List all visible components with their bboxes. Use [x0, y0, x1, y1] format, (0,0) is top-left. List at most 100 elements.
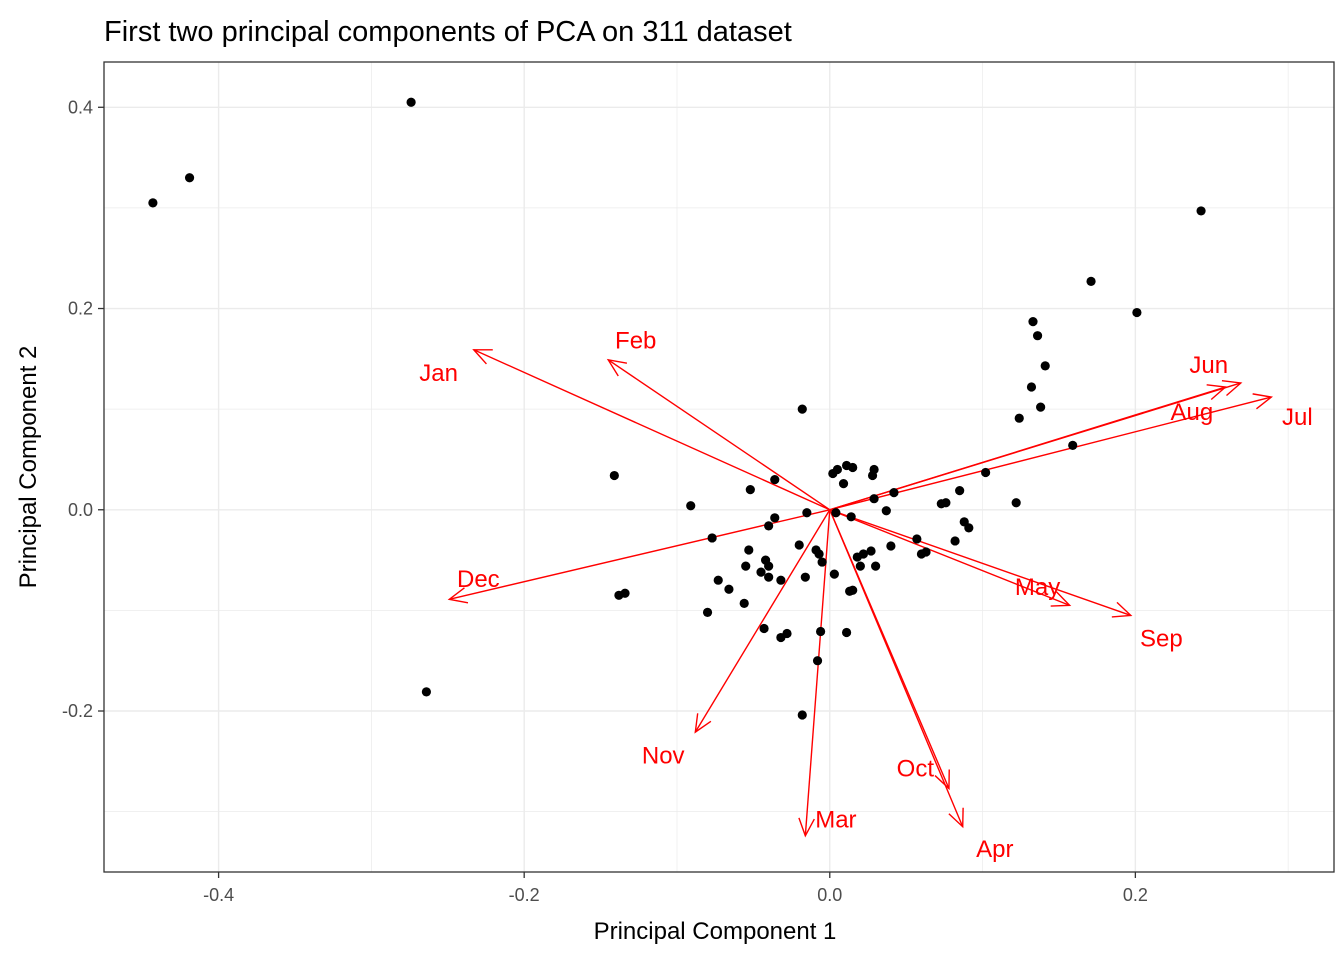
arrowhead-oct	[934, 769, 950, 791]
data-point	[1028, 317, 1038, 327]
vector-label-nov: Nov	[642, 742, 685, 769]
data-point	[744, 545, 754, 555]
data-point	[794, 540, 804, 550]
arrowhead-apr	[948, 807, 964, 829]
vector-label-apr: Apr	[976, 836, 1013, 863]
vector-label-sep: Sep	[1140, 626, 1183, 653]
data-point	[759, 623, 769, 634]
arrowhead-jun	[1221, 380, 1243, 397]
arrowhead-mar	[798, 817, 815, 838]
data-point	[756, 567, 766, 577]
loading-arrow-jun	[829, 382, 1242, 511]
data-point	[1032, 331, 1043, 341]
data-point	[845, 586, 855, 596]
data-point	[838, 479, 849, 489]
arrowhead-nov	[694, 713, 712, 734]
data-point	[816, 626, 826, 637]
data-point	[921, 547, 931, 557]
data-point	[858, 549, 868, 559]
vector-label-jan: Jan	[419, 360, 458, 387]
data-point	[739, 598, 749, 608]
data-point	[1036, 402, 1046, 412]
vector-label-may: May	[1015, 574, 1060, 601]
loading-arrow-feb	[607, 359, 831, 511]
data-point	[1040, 361, 1050, 371]
data-point	[770, 474, 780, 485]
data-point	[869, 494, 879, 504]
x-tick-label: -0.4	[203, 885, 234, 905]
grid	[104, 62, 1334, 872]
data-point	[745, 485, 755, 495]
y-tick-label: 0.4	[68, 97, 93, 117]
vector-label-oct: Oct	[897, 755, 935, 782]
vector-label-mar: Mar	[815, 807, 856, 834]
data-point	[1026, 382, 1037, 392]
vector-label-jun: Jun	[1189, 352, 1228, 379]
data-point	[831, 508, 841, 518]
x-tick-label: 0.2	[1123, 885, 1148, 905]
data-point	[881, 506, 891, 516]
data-point	[741, 561, 751, 571]
x-axis-title: Principal Component 1	[594, 918, 837, 945]
data-point	[782, 628, 792, 639]
vector-labels: Jan Feb Dec Nov Mar Apr Oct May Sep Aug Jun Jul	[419, 328, 1312, 863]
data-point	[848, 462, 858, 473]
data-point	[829, 569, 839, 579]
data-point	[770, 513, 780, 523]
data-point	[609, 470, 619, 481]
vector-label-aug: Aug	[1171, 399, 1214, 426]
data-point	[148, 198, 158, 208]
data-point	[802, 508, 812, 518]
arrowhead-dec	[447, 587, 469, 604]
y-tick-label: -0.2	[62, 701, 93, 721]
data-point	[686, 501, 696, 511]
data-point	[869, 464, 879, 475]
data-point	[406, 97, 416, 107]
data-point	[1196, 206, 1206, 216]
data-point	[764, 572, 774, 582]
data-point	[832, 464, 843, 475]
y-axis-title: Principal Component 2	[15, 346, 42, 589]
y-tick-label: 0.2	[68, 299, 93, 319]
data-point	[707, 533, 717, 543]
arrowhead-sep	[1111, 601, 1133, 618]
data-point	[764, 561, 774, 571]
loading-arrow-oct	[829, 509, 950, 789]
loading-arrow-sep	[829, 509, 1132, 617]
data-point	[855, 561, 865, 571]
vector-label-feb: Feb	[615, 328, 656, 355]
data-point	[941, 498, 951, 508]
vector-label-jul: Jul	[1282, 404, 1313, 431]
arrowhead-may	[1050, 591, 1072, 607]
data-point	[846, 512, 856, 522]
arrowhead-jan	[472, 349, 493, 365]
data-point	[1068, 440, 1078, 450]
loading-arrow-jul	[829, 396, 1272, 511]
panel-border	[103, 61, 1335, 873]
data-point	[184, 173, 195, 183]
score-points	[148, 97, 1206, 720]
x-tick-label: -0.2	[509, 885, 540, 905]
axes: -0.4 -0.2 0.0 0.2 -0.2 0.0 0.2 0.4	[62, 97, 1148, 905]
loading-arrow-may	[829, 509, 1070, 607]
data-point	[1132, 307, 1142, 318]
data-point	[871, 561, 881, 571]
loading-arrow-jan	[473, 349, 831, 511]
loading-arrow-nov	[694, 509, 831, 733]
data-point	[421, 687, 431, 697]
chart-title: First two principal components of PCA on…	[104, 16, 792, 48]
data-point	[797, 710, 807, 720]
data-point	[950, 536, 960, 546]
y-tick-label: 0.0	[68, 500, 93, 520]
data-point	[800, 572, 810, 582]
data-point	[1014, 413, 1024, 423]
data-point	[797, 404, 807, 414]
data-point	[812, 656, 823, 666]
arrowhead-jul	[1252, 393, 1274, 410]
data-point	[1086, 276, 1096, 286]
data-point	[817, 557, 827, 567]
data-point	[964, 523, 974, 533]
data-point	[841, 627, 852, 638]
